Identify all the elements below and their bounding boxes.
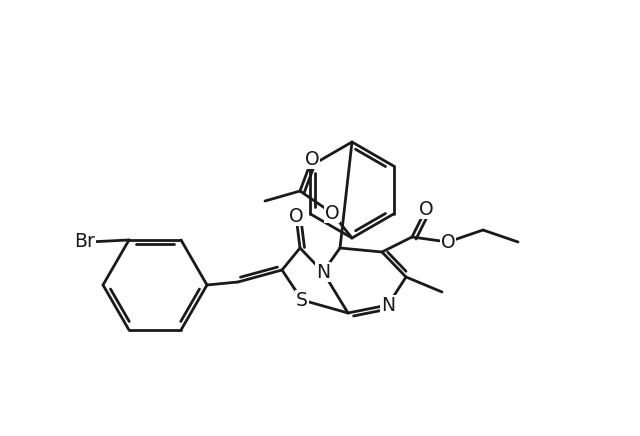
- Text: O: O: [419, 200, 433, 218]
- Text: O: O: [324, 204, 339, 222]
- Text: O: O: [305, 150, 319, 168]
- Text: N: N: [381, 296, 395, 314]
- Text: O: O: [441, 232, 455, 252]
- Text: N: N: [316, 262, 330, 282]
- Text: Br: Br: [75, 232, 95, 252]
- Text: O: O: [289, 207, 303, 225]
- Text: S: S: [296, 290, 308, 310]
